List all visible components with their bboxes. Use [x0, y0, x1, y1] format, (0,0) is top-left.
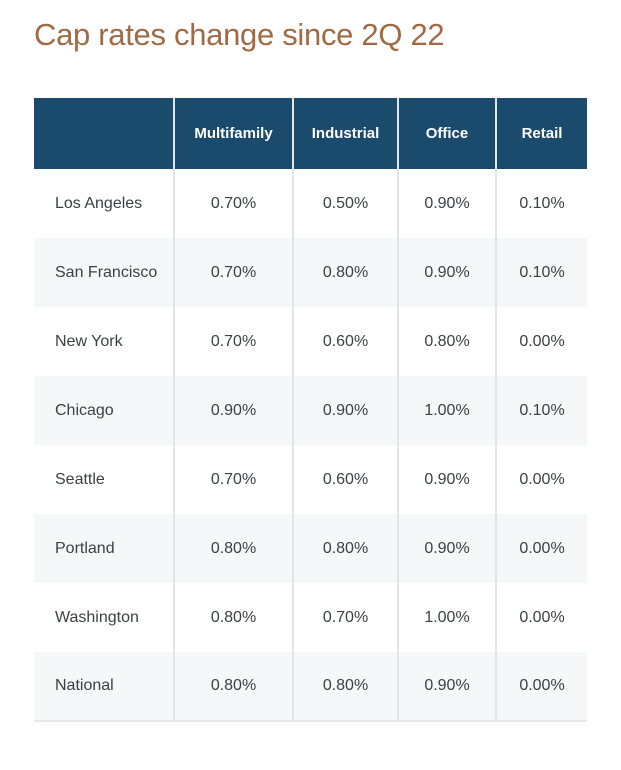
- value-cell: 0.90%: [397, 514, 496, 584]
- value-cell: 0.50%: [292, 169, 398, 239]
- value-cell: 0.00%: [495, 652, 587, 723]
- table-row: San Francisco 0.70% 0.80% 0.90% 0.10%: [34, 238, 587, 308]
- table-header: Multifamily Industrial Office Retail: [34, 98, 587, 170]
- column-header-multifamily: Multifamily: [173, 98, 293, 170]
- value-cell: 0.00%: [495, 583, 587, 653]
- value-cell: 0.80%: [173, 514, 293, 584]
- value-cell: 0.70%: [173, 238, 293, 308]
- table-row: New York 0.70% 0.60% 0.80% 0.00%: [34, 307, 587, 377]
- value-cell: 0.90%: [397, 445, 496, 515]
- header-row: Multifamily Industrial Office Retail: [34, 98, 587, 170]
- value-cell: 0.90%: [292, 376, 398, 446]
- row-label: San Francisco: [34, 238, 174, 308]
- value-cell: 0.00%: [495, 445, 587, 515]
- value-cell: 0.90%: [397, 169, 496, 239]
- column-header-retail: Retail: [495, 98, 587, 170]
- column-header-industrial: Industrial: [292, 98, 398, 170]
- page-title: Cap rates change since 2Q 22: [34, 17, 445, 52]
- value-cell: 0.80%: [173, 583, 293, 653]
- value-cell: 0.70%: [173, 307, 293, 377]
- value-cell: 0.90%: [173, 376, 293, 446]
- table-body: Los Angeles 0.70% 0.50% 0.90% 0.10% San …: [34, 169, 587, 723]
- table-row: Seattle 0.70% 0.60% 0.90% 0.00%: [34, 445, 587, 515]
- cap-rates-table: Multifamily Industrial Office Retail Los…: [34, 98, 587, 723]
- value-cell: 0.60%: [292, 445, 398, 515]
- table-row: Los Angeles 0.70% 0.50% 0.90% 0.10%: [34, 169, 587, 239]
- value-cell: 0.80%: [292, 238, 398, 308]
- value-cell: 0.80%: [292, 514, 398, 584]
- row-label: Seattle: [34, 445, 174, 515]
- value-cell: 0.00%: [495, 514, 587, 584]
- table-row: Portland 0.80% 0.80% 0.90% 0.00%: [34, 514, 587, 584]
- value-cell: 0.10%: [495, 238, 587, 308]
- value-cell: 1.00%: [397, 583, 496, 653]
- value-cell: 0.70%: [292, 583, 398, 653]
- row-label: Washington: [34, 583, 174, 653]
- row-label: Portland: [34, 514, 174, 584]
- table-row: Washington 0.80% 0.70% 1.00% 0.00%: [34, 583, 587, 653]
- column-header-office: Office: [397, 98, 496, 170]
- row-label: Los Angeles: [34, 169, 174, 239]
- table-row: National 0.80% 0.80% 0.90% 0.00%: [34, 652, 587, 723]
- column-header-blank: [34, 98, 174, 170]
- row-label: New York: [34, 307, 174, 377]
- row-label: Chicago: [34, 376, 174, 446]
- value-cell: 0.80%: [292, 652, 398, 723]
- table-row: Chicago 0.90% 0.90% 1.00% 0.10%: [34, 376, 587, 446]
- value-cell: 0.70%: [173, 169, 293, 239]
- value-cell: 0.10%: [495, 169, 587, 239]
- value-cell: 0.80%: [173, 652, 293, 723]
- value-cell: 1.00%: [397, 376, 496, 446]
- value-cell: 0.80%: [397, 307, 496, 377]
- value-cell: 0.90%: [397, 238, 496, 308]
- row-label: National: [34, 652, 174, 723]
- value-cell: 0.90%: [397, 652, 496, 723]
- value-cell: 0.60%: [292, 307, 398, 377]
- value-cell: 0.10%: [495, 376, 587, 446]
- value-cell: 0.70%: [173, 445, 293, 515]
- value-cell: 0.00%: [495, 307, 587, 377]
